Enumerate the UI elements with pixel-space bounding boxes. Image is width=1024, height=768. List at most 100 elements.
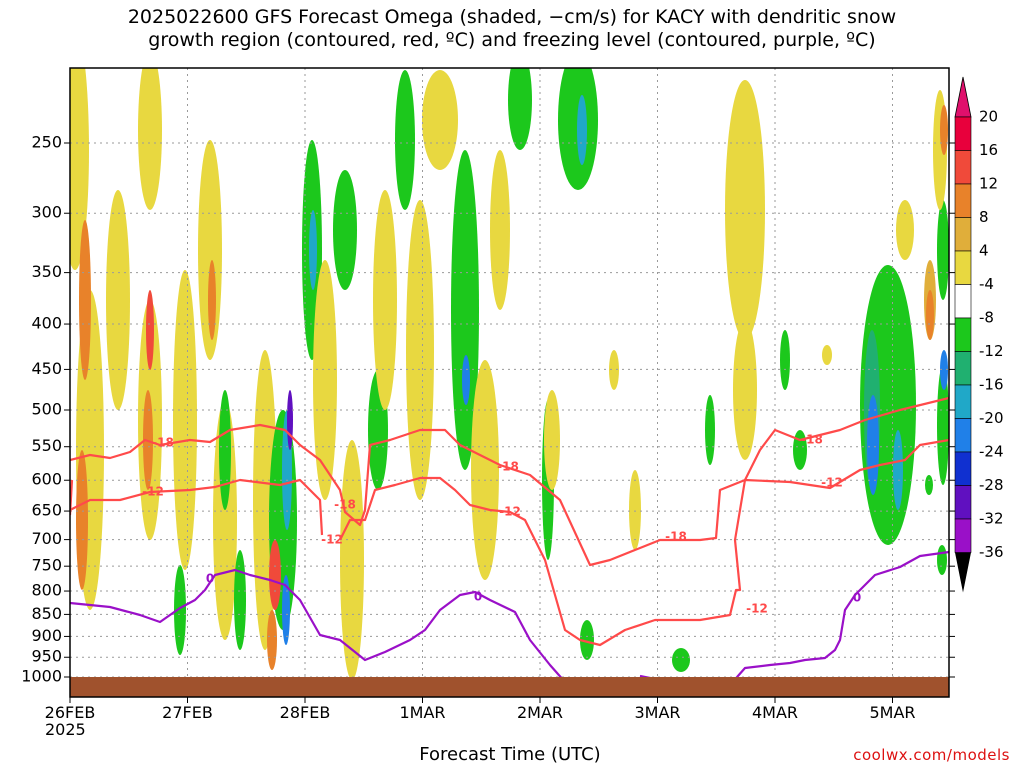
colorbar-label-9: -16 bbox=[979, 376, 1004, 394]
omega-patch-52 bbox=[822, 345, 832, 365]
y-tick-label-600: 600 bbox=[31, 470, 62, 489]
dsnow-top-left bbox=[70, 396, 949, 567]
y-tick-label-400: 400 bbox=[31, 314, 62, 333]
omega-patch-38 bbox=[508, 68, 532, 150]
omega-patch-47 bbox=[725, 80, 765, 340]
omega-patch-14 bbox=[213, 400, 237, 640]
omega-patch-42 bbox=[577, 95, 587, 165]
dsnow-bottom-left bbox=[70, 478, 324, 536]
colorbar-label-4: 8 bbox=[979, 208, 989, 226]
colorbar-swatch-11 bbox=[954, 451, 972, 486]
y-axis: 250 300 350 400 450 500 550 600 650 700 750 800 850 9… bbox=[21, 133, 955, 686]
contour-label-10: -12 bbox=[746, 602, 768, 616]
omega-patch-1 bbox=[70, 68, 89, 270]
omega-patch-13 bbox=[208, 260, 216, 340]
contour-label-15: 0 bbox=[853, 591, 861, 605]
colorbar-swatch-9 bbox=[954, 384, 972, 419]
omega-patch-25 bbox=[309, 210, 317, 290]
colorbar-label-10: -20 bbox=[979, 409, 1004, 427]
colorbar-swatch-8 bbox=[954, 351, 972, 386]
colorbar-label-7: -8 bbox=[979, 309, 994, 327]
colorbar-swatch-6 bbox=[954, 284, 972, 319]
x-tick-label-4MAR: 4MAR bbox=[752, 703, 798, 722]
omega-patch-44 bbox=[672, 648, 690, 672]
colorbar-swatch-4 bbox=[954, 217, 972, 252]
omega-patch-57 bbox=[893, 430, 903, 510]
colorbar-swatch-2 bbox=[954, 150, 972, 185]
omega-patch-30 bbox=[373, 190, 397, 410]
omega-patch-53 bbox=[896, 200, 914, 260]
x-tick-label-5MAR: 5MAR bbox=[869, 703, 915, 722]
y-tick-label-700: 700 bbox=[31, 529, 62, 548]
y-tick-label-350: 350 bbox=[31, 262, 62, 281]
contour-lines bbox=[70, 396, 949, 690]
y-tick-label-550: 550 bbox=[31, 436, 62, 455]
y-tick-label-900: 900 bbox=[31, 626, 62, 645]
x-tick-label-2MAR: 2MAR bbox=[517, 703, 563, 722]
colorbar-label-11: -24 bbox=[979, 443, 1004, 461]
y-tick-label-500: 500 bbox=[31, 400, 62, 419]
colorbar-swatch-7 bbox=[954, 317, 972, 352]
omega-patch-20 bbox=[287, 390, 293, 450]
colorbar-label-2: 16 bbox=[979, 141, 998, 159]
omega-patch-36 bbox=[471, 360, 499, 580]
contour-label-9: -12 bbox=[821, 476, 843, 490]
contour-label-14: 0 bbox=[474, 590, 482, 604]
omega-patch-6 bbox=[138, 68, 162, 210]
omega-patch-28 bbox=[340, 440, 364, 680]
colorbar-label-3: 12 bbox=[979, 175, 998, 193]
x-tick-label-3MAR: 3MAR bbox=[634, 703, 680, 722]
omega-patch-34 bbox=[451, 150, 479, 470]
omega-patch-37 bbox=[490, 150, 510, 310]
freezing-level-right bbox=[729, 550, 949, 686]
colorbar-swatch-13 bbox=[954, 518, 972, 553]
omega-patch-3 bbox=[79, 220, 91, 380]
y-tick-label-850: 850 bbox=[31, 604, 62, 623]
omega-patch-8 bbox=[146, 290, 154, 370]
contour-label-8: -18 bbox=[801, 433, 823, 447]
colorbar-swatch-1 bbox=[954, 116, 972, 151]
contour-label-13: 0 bbox=[206, 572, 214, 586]
colorbar-label-6: -4 bbox=[979, 275, 994, 293]
omega-patch-62 bbox=[940, 350, 948, 390]
omega-patch-43 bbox=[580, 620, 594, 660]
contour-label-2: -12 bbox=[142, 485, 164, 499]
y-tick-label-750: 750 bbox=[31, 556, 62, 575]
omega-patch-31 bbox=[395, 70, 415, 210]
y-tick-label-650: 650 bbox=[31, 501, 62, 520]
omega-patch-64 bbox=[940, 105, 948, 155]
colorbar-label-12: -28 bbox=[979, 476, 1004, 494]
contour-labels: -18 -12 -18 -12 -18 -12 -18 -18 -12 -12 0 0 0 bbox=[142, 433, 861, 616]
omega-patch-16 bbox=[234, 550, 246, 650]
omega-patch-46 bbox=[609, 350, 619, 390]
title-line-2: growth region (contoured, red, ºC) and f… bbox=[148, 29, 876, 51]
omega-patch-61 bbox=[937, 365, 949, 485]
ground-surface bbox=[70, 677, 949, 697]
freezing-level-left bbox=[70, 568, 566, 683]
colorbar-top-arrow bbox=[954, 76, 972, 118]
y-tick-label-1000: 1000 bbox=[21, 667, 62, 686]
contour-label-5: -18 bbox=[497, 460, 519, 474]
x-tick-label-27FEB: 27FEB bbox=[162, 703, 213, 722]
y-tick-label-800: 800 bbox=[31, 581, 62, 600]
x-tick-label-1MAR: 1MAR bbox=[399, 703, 445, 722]
omega-patch-12 bbox=[198, 140, 222, 360]
y-tick-label-950: 950 bbox=[31, 647, 62, 666]
watermark: coolwx.com/models bbox=[853, 746, 1010, 764]
omega-patch-50 bbox=[780, 330, 790, 390]
y-tick-label-300: 300 bbox=[31, 203, 62, 222]
x-tick-label-28FEB: 28FEB bbox=[280, 703, 331, 722]
omega-patch-26 bbox=[313, 260, 337, 500]
omega-patch-11 bbox=[174, 565, 186, 655]
omega-patch-5 bbox=[106, 190, 130, 410]
colorbar-swatch-3 bbox=[954, 183, 972, 218]
omega-patch-45 bbox=[629, 470, 641, 550]
contour-label-1: -18 bbox=[152, 436, 174, 450]
omega-patch-4 bbox=[76, 450, 88, 590]
colorbar-label-8: -12 bbox=[979, 342, 1004, 360]
omega-patch-21 bbox=[282, 575, 290, 645]
grid-lines bbox=[70, 68, 949, 678]
omega-patch-15 bbox=[219, 390, 231, 510]
omega-patch-35 bbox=[462, 355, 470, 405]
